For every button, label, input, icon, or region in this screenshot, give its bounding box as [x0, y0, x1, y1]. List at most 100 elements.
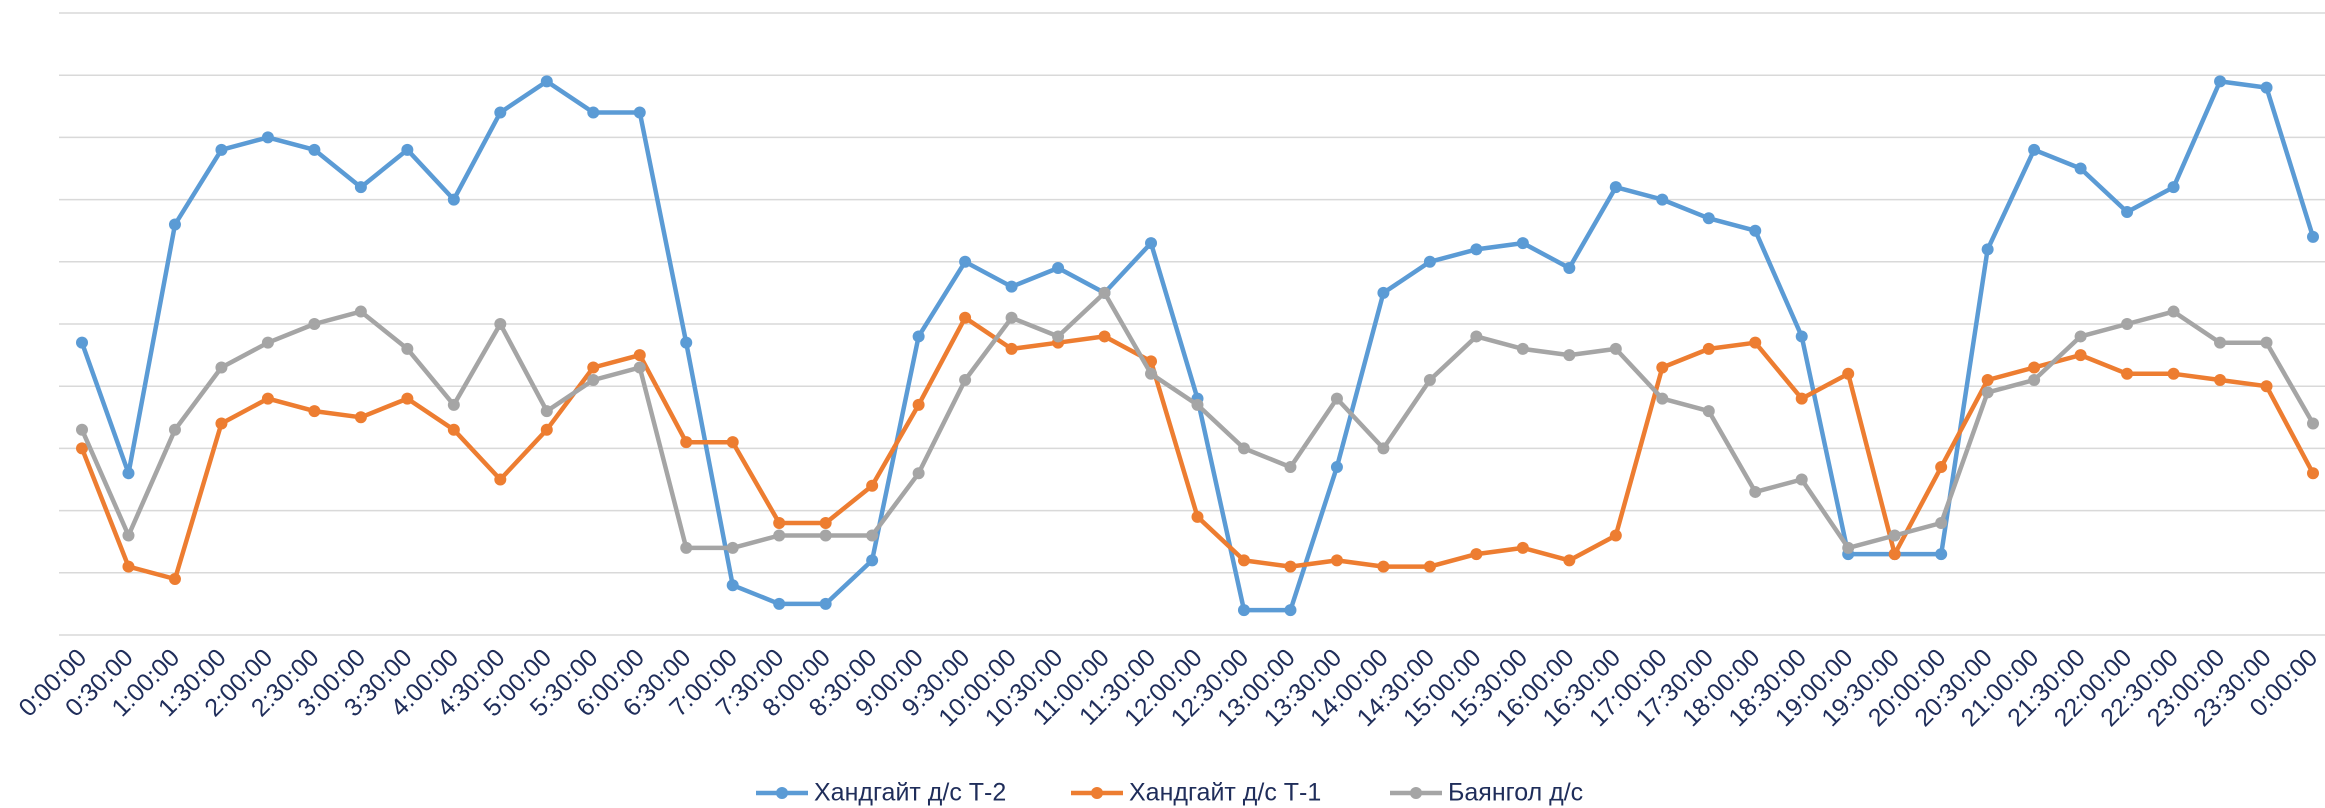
data-point — [680, 541, 693, 554]
data-point — [1005, 342, 1018, 355]
data-point — [912, 398, 925, 411]
data-point — [447, 193, 460, 206]
data-point — [215, 417, 228, 430]
data-point — [1052, 262, 1065, 275]
data-point — [2074, 162, 2087, 175]
data-point — [726, 579, 739, 592]
data-point — [1563, 262, 1576, 275]
data-point — [1191, 510, 1204, 523]
data-point — [401, 143, 414, 156]
data-point — [1656, 392, 1669, 405]
data-point — [1098, 286, 1111, 299]
legend-label: Баянгол д/с — [1448, 779, 1583, 807]
data-point — [447, 423, 460, 436]
data-point — [633, 106, 646, 119]
data-point — [1516, 541, 1529, 554]
data-point — [2028, 361, 2041, 374]
legend-label: Хандгайт д/с Т-2 — [814, 779, 1006, 807]
data-point — [1795, 392, 1808, 405]
data-point — [1377, 286, 1390, 299]
data-point — [1842, 367, 1855, 380]
data-point — [587, 373, 600, 386]
legend-item: Баянгол д/с — [1390, 779, 1583, 807]
data-point — [1795, 473, 1808, 486]
data-point — [261, 336, 274, 349]
data-point — [1470, 243, 1483, 256]
data-point — [773, 529, 786, 542]
data-point — [215, 361, 228, 374]
data-point — [959, 255, 972, 268]
data-point — [308, 318, 321, 330]
data-point — [122, 467, 135, 480]
data-point — [1377, 560, 1390, 573]
legend-item: Хандгайт д/с Т-2 — [756, 779, 1006, 807]
data-point — [494, 318, 507, 330]
data-point — [2214, 336, 2227, 349]
data-point — [1935, 461, 1948, 474]
data-point — [1191, 398, 1204, 411]
data-point — [1330, 554, 1343, 567]
data-point — [261, 131, 274, 144]
data-point — [308, 143, 321, 156]
legend-item: Хандгайт д/с Т-1 — [1071, 779, 1321, 807]
data-point — [168, 423, 181, 436]
data-point — [587, 361, 600, 374]
data-point — [1330, 461, 1343, 474]
data-point — [2307, 417, 2319, 430]
data-point — [354, 411, 367, 424]
data-point — [494, 106, 507, 119]
data-point — [1563, 554, 1576, 567]
data-point — [2214, 75, 2227, 88]
data-point — [866, 529, 879, 542]
data-point — [1423, 255, 1436, 268]
data-point — [401, 392, 414, 405]
data-point — [2260, 380, 2273, 393]
data-point — [1656, 193, 1669, 206]
data-point — [1702, 342, 1715, 355]
legend-label: Хандгайт д/с Т-1 — [1129, 779, 1321, 807]
data-point — [1842, 541, 1855, 554]
data-point — [680, 336, 693, 349]
data-point — [773, 517, 786, 530]
data-point — [1609, 529, 1622, 542]
data-point — [2260, 81, 2273, 94]
data-point — [959, 373, 972, 386]
data-point — [1237, 554, 1250, 567]
data-point — [354, 305, 367, 318]
data-point — [1005, 280, 1018, 293]
data-point — [215, 143, 228, 156]
data-point — [1656, 361, 1669, 374]
data-point — [1888, 548, 1901, 561]
data-point — [1052, 330, 1065, 343]
data-point — [866, 479, 879, 492]
data-point — [168, 218, 181, 231]
data-point — [1377, 442, 1390, 455]
data-point — [912, 330, 925, 343]
data-point — [726, 541, 739, 554]
series-line — [79, 79, 2316, 613]
data-point — [168, 573, 181, 586]
data-point — [2028, 143, 2041, 156]
data-point — [76, 336, 88, 349]
data-point — [2307, 230, 2319, 243]
data-point — [1516, 237, 1529, 250]
data-point — [1516, 342, 1529, 355]
data-point — [773, 597, 786, 610]
data-point — [1470, 548, 1483, 561]
data-point — [540, 405, 553, 418]
data-point — [819, 597, 832, 610]
data-point — [1470, 330, 1483, 343]
data-point — [1749, 485, 1762, 498]
data-point — [1702, 212, 1715, 225]
data-point — [866, 554, 879, 567]
data-point — [1284, 461, 1297, 474]
data-point — [1609, 342, 1622, 355]
data-point — [1005, 311, 1018, 324]
data-point — [76, 423, 88, 436]
data-point — [1981, 373, 1994, 386]
data-point — [819, 517, 832, 530]
legend-marker — [1410, 787, 1422, 799]
data-point — [2167, 367, 2180, 380]
data-point — [1237, 604, 1250, 617]
